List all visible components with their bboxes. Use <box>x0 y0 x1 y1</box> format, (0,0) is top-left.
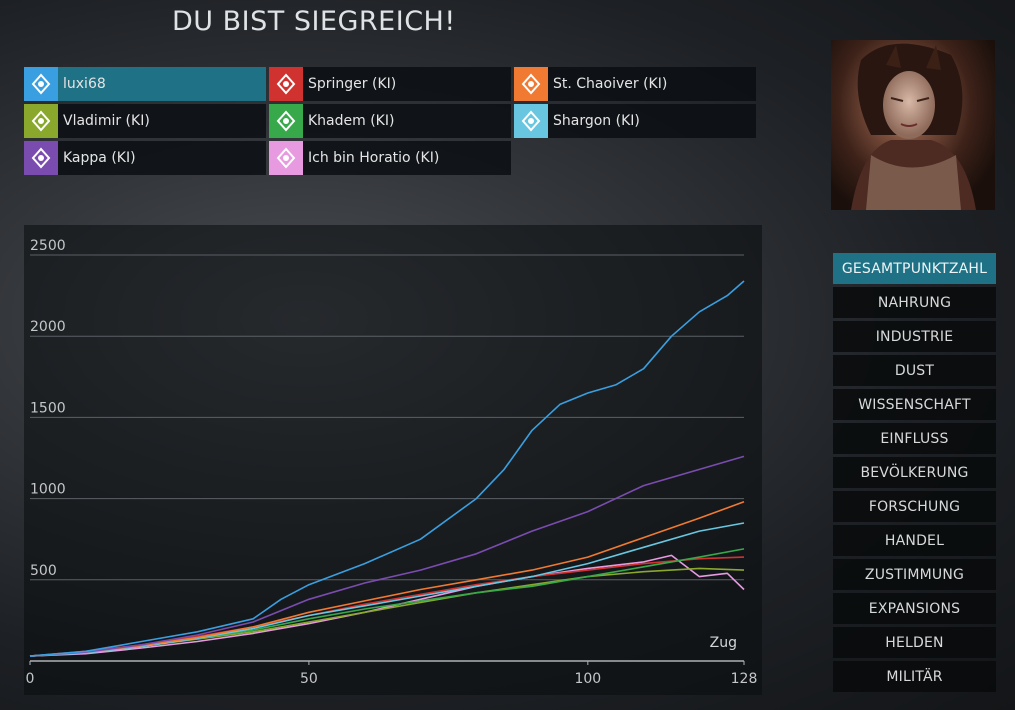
menu-item[interactable]: GESAMTPUNKTZAHL <box>833 253 996 284</box>
category-menu: GESAMTPUNKTZAHL NAHRUNG INDUSTRIE DUST WISSE… <box>833 253 996 695</box>
empire-entry[interactable]: Vladimir (KI) <box>24 104 266 138</box>
empire-name: luxi68 <box>63 76 106 92</box>
y-tick-label: 1000 <box>30 482 66 498</box>
menu-item[interactable]: ZUSTIMMUNG <box>833 559 996 590</box>
page-title: DU BIST SIEGREICH! <box>172 6 456 37</box>
leader-portrait <box>831 40 995 210</box>
menu-item[interactable]: EXPANSIONS <box>833 593 996 624</box>
series-line <box>29 522 745 657</box>
empire-name: Khadem (KI) <box>308 113 395 129</box>
x-tick-label: 100 <box>574 671 601 687</box>
empire-entry[interactable]: Kappa (KI) <box>24 141 266 175</box>
faction-icon <box>24 141 58 175</box>
x-tick-label: 128 <box>731 671 758 687</box>
empire-entry[interactable]: Springer (KI) <box>269 67 511 101</box>
score-chart-panel: 500 1000 1500 2000 2500 0 50 100 128 Zug <box>24 225 762 695</box>
menu-item[interactable]: EINFLUSS <box>833 423 996 454</box>
y-tick-label: 500 <box>30 563 57 579</box>
score-chart: 500 1000 1500 2000 2500 0 50 100 128 Zug <box>26 238 758 687</box>
y-tick-label: 1500 <box>30 400 66 416</box>
empire-name: Shargon (KI) <box>553 113 640 129</box>
empire-name: St. Chaoiver (KI) <box>553 76 668 92</box>
menu-item[interactable]: WISSENSCHAFT <box>833 389 996 420</box>
menu-item[interactable]: INDUSTRIE <box>833 321 996 352</box>
faction-icon <box>269 141 303 175</box>
empire-entry[interactable]: luxi68 <box>24 67 266 101</box>
empire-entry[interactable]: Shargon (KI) <box>514 104 756 138</box>
empire-list: luxi68 Springer (KI) St. Chaoiver (KI) Vlad… <box>24 67 759 177</box>
menu-item[interactable]: BEVÖLKERUNG <box>833 457 996 488</box>
series-line <box>29 554 745 657</box>
empire-entry[interactable]: Khadem (KI) <box>269 104 511 138</box>
faction-icon <box>514 104 548 138</box>
menu-item[interactable]: FORSCHUNG <box>833 491 996 522</box>
empire-entry[interactable]: Ich bin Horatio (KI) <box>269 141 511 175</box>
faction-icon <box>24 67 58 101</box>
faction-icon <box>514 67 548 101</box>
empire-name: Vladimir (KI) <box>63 113 150 129</box>
faction-icon <box>269 104 303 138</box>
empire-entry[interactable]: St. Chaoiver (KI) <box>514 67 756 101</box>
menu-item[interactable]: NAHRUNG <box>833 287 996 318</box>
menu-item[interactable]: DUST <box>833 355 996 386</box>
menu-item[interactable]: HELDEN <box>833 627 996 658</box>
portrait-image <box>851 43 976 210</box>
menu-item[interactable]: MILITÄR <box>833 661 996 692</box>
y-tick-label: 2000 <box>30 319 66 335</box>
x-axis-label: Zug <box>710 635 737 651</box>
empire-name: Ich bin Horatio (KI) <box>308 150 440 166</box>
series-line <box>29 455 745 657</box>
y-tick-label: 2500 <box>30 238 66 254</box>
x-tick-label: 0 <box>26 671 35 687</box>
faction-icon <box>24 104 58 138</box>
faction-icon <box>269 67 303 101</box>
series-line <box>29 501 745 657</box>
x-tick-label: 50 <box>300 671 318 687</box>
menu-item[interactable]: HANDEL <box>833 525 996 556</box>
empire-name: Springer (KI) <box>308 76 397 92</box>
series-line <box>29 280 745 657</box>
empire-name: Kappa (KI) <box>63 150 136 166</box>
